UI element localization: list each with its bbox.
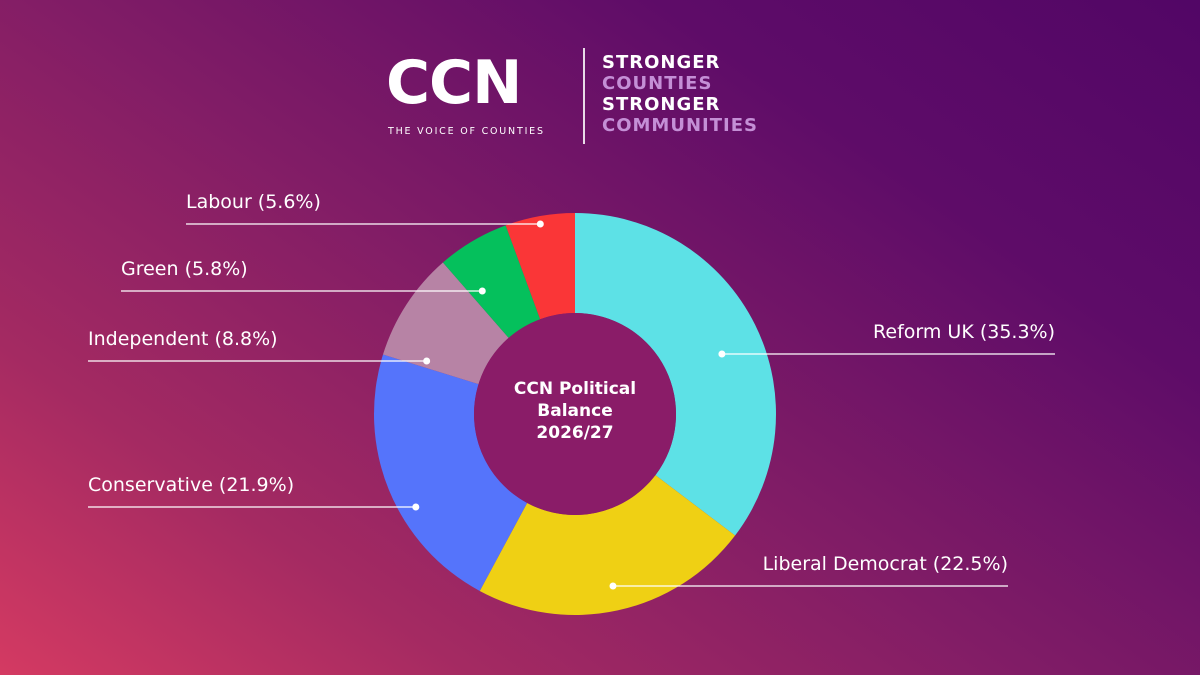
data-label-liberal-democrat: Liberal Democrat (22.5%)	[763, 553, 1008, 575]
chart-title-line: CCN Political	[514, 379, 636, 399]
ccn-logo: CCN	[386, 48, 522, 118]
slice-independent	[382, 262, 509, 385]
data-label-conservative: Conservative (21.9%)	[88, 474, 294, 496]
tagline: STRONGER COUNTIES STRONGER COMMUNITIES	[602, 52, 758, 136]
slice-reform-uk	[575, 213, 777, 536]
leader-dot-conservative	[412, 503, 420, 511]
slice-conservative	[374, 354, 528, 591]
leader-dot-independent	[423, 357, 431, 365]
data-label-labour: Labour (5.6%)	[186, 191, 321, 213]
tagline-line: STRONGER	[602, 52, 721, 73]
tagline-line: COMMUNITIES	[602, 115, 758, 136]
leader-dot-green	[478, 287, 486, 295]
tagline-line: STRONGER	[602, 94, 721, 115]
donut-hole	[474, 313, 676, 515]
logo-subtitle: THE VOICE OF COUNTIES	[388, 126, 545, 137]
slice-liberal-democrat	[479, 475, 736, 615]
leader-dot-labour	[536, 220, 544, 228]
header-divider	[583, 48, 585, 144]
chart-title-line: 2026/27	[536, 423, 613, 443]
leader-dot-liberal-democrat	[609, 582, 617, 590]
chart-title-line: Balance	[537, 401, 612, 421]
data-label-independent: Independent (8.8%)	[88, 328, 278, 350]
leader-dot-reform-uk	[718, 350, 726, 358]
slice-labour	[505, 213, 575, 320]
data-label-reform-uk: Reform UK (35.3%)	[873, 321, 1055, 343]
data-label-green: Green (5.8%)	[121, 258, 248, 280]
header: CCN THE VOICE OF COUNTIES STRONGER COUNT…	[386, 44, 786, 144]
slice-green	[442, 225, 541, 338]
tagline-line: COUNTIES	[602, 73, 713, 94]
